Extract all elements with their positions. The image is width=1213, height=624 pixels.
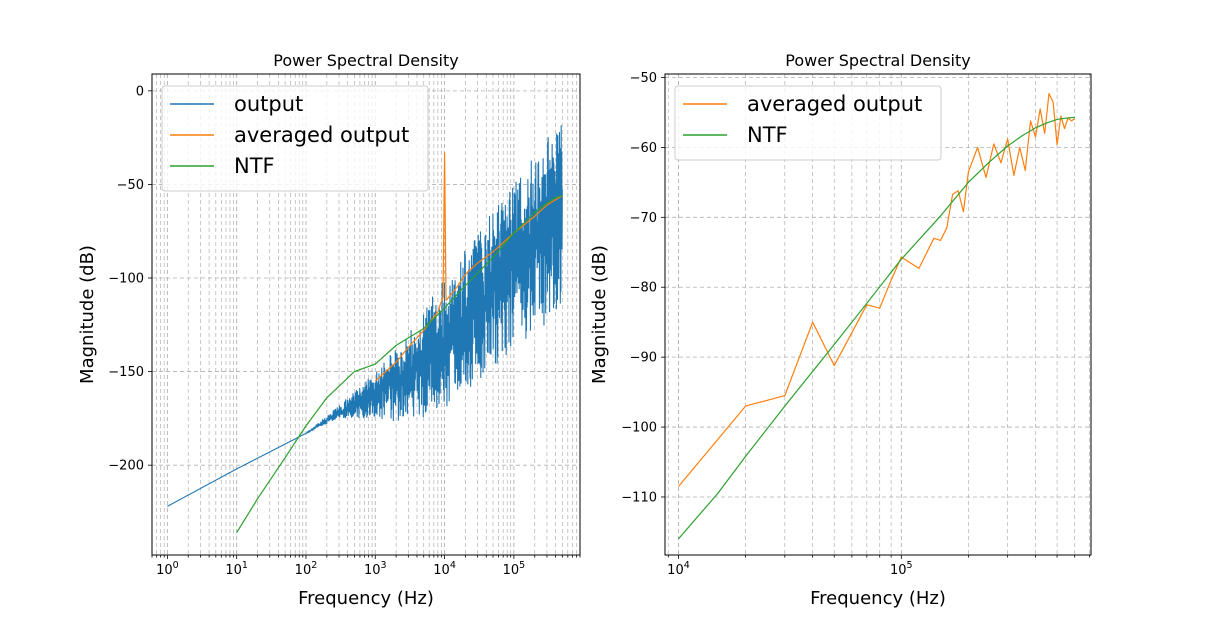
series-ntf <box>236 195 563 533</box>
y-tick-label: −50 <box>630 71 657 86</box>
x-tick-label: 103 <box>364 560 387 578</box>
axes-frame <box>664 73 1092 556</box>
chart-title: Power Spectral Density <box>785 51 970 70</box>
x-axis-label: Frequency (Hz) <box>810 588 946 609</box>
chart-title: Power Spectral Density <box>273 51 458 70</box>
axes-frame <box>151 73 581 556</box>
x-tick-exponent: 1 <box>242 560 248 571</box>
x-tick-base: 10 <box>433 563 450 578</box>
x-tick-exponent: 0 <box>173 560 179 571</box>
y-tick-label: −70 <box>630 211 657 226</box>
x-tick-base: 10 <box>667 563 684 578</box>
legend: output averaged output NTF <box>161 85 429 192</box>
series-line <box>167 125 563 507</box>
y-tick-label: −80 <box>630 281 657 296</box>
plot-area <box>167 125 563 533</box>
y-tick-label: −100 <box>108 272 144 287</box>
series-ntf <box>678 116 1075 540</box>
y-tick-label: −90 <box>630 351 657 366</box>
y-axis-label: Magnitude (dB) <box>77 245 98 384</box>
x-tick-exponent: 2 <box>311 560 317 571</box>
x-tick-label: 100 <box>156 560 179 578</box>
x-tick-label: 105 <box>890 560 913 578</box>
x-tick-exponent: 5 <box>907 560 913 571</box>
x-tick-label: 104 <box>667 560 690 578</box>
x-tick-label: 102 <box>295 560 318 578</box>
x-tick-label: 101 <box>225 560 248 578</box>
x-tick-label: 104 <box>433 560 456 578</box>
x-tick-exponent: 3 <box>381 560 387 571</box>
series-line <box>374 152 563 382</box>
legend-entry: NTF <box>234 154 275 178</box>
legend-box <box>161 85 429 192</box>
series-line <box>678 116 1075 540</box>
series-averaged-output <box>374 152 563 382</box>
y-tick-label: −100 <box>621 421 657 436</box>
y-axis-label: Magnitude (dB) <box>589 245 610 384</box>
x-tick-base: 10 <box>364 563 381 578</box>
y-tick-label: 0 <box>136 84 144 99</box>
y-tick-label: −150 <box>108 365 144 380</box>
x-tick-exponent: 5 <box>519 560 525 571</box>
y-tick-label: −110 <box>621 490 657 505</box>
legend-entry: averaged output <box>747 92 922 116</box>
x-tick-exponent: 4 <box>684 560 690 571</box>
x-axis-label: Frequency (Hz) <box>298 588 434 609</box>
x-tick-exponent: 4 <box>450 560 456 571</box>
legend-box <box>674 85 942 161</box>
legend-entry: averaged output <box>234 123 409 147</box>
x-tick-base: 10 <box>225 563 242 578</box>
x-tick-base: 10 <box>503 563 520 578</box>
y-tick-label: −200 <box>108 459 144 474</box>
series-line <box>236 195 563 533</box>
series-averaged-output <box>678 92 1076 487</box>
x-tick-base: 10 <box>295 563 312 578</box>
x-tick-label: 105 <box>503 560 526 578</box>
x-tick-base: 10 <box>156 563 173 578</box>
plot-area <box>678 92 1076 540</box>
legend-entry: output <box>234 92 303 116</box>
y-tick-label: −60 <box>630 141 657 156</box>
legend: averaged output NTF <box>674 85 942 161</box>
x-tick-base: 10 <box>890 563 907 578</box>
series-output <box>167 125 563 507</box>
legend-entry: NTF <box>747 123 788 147</box>
y-tick-label: −50 <box>117 178 144 193</box>
series-line <box>678 92 1076 487</box>
